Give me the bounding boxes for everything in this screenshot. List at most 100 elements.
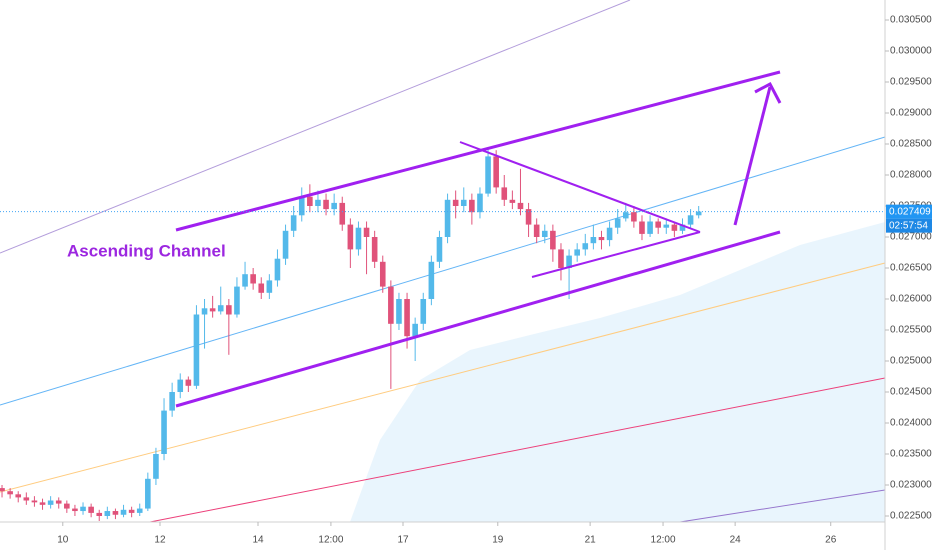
candle-body <box>290 215 297 231</box>
candle-body <box>274 258 281 281</box>
candle-body <box>23 497 30 501</box>
candle-body <box>185 379 192 386</box>
candle-body <box>88 506 94 513</box>
y-tick-label: 0.026500 <box>890 263 932 274</box>
candle-body <box>15 494 22 498</box>
candle-body <box>72 508 78 512</box>
candle-body <box>477 193 483 213</box>
candle-body <box>128 509 135 513</box>
candle-body <box>695 211 702 216</box>
trend-line <box>0 136 886 406</box>
triangle-upper <box>459 141 701 233</box>
candle-body <box>663 224 670 228</box>
candle-body <box>436 237 443 262</box>
candle-body <box>533 224 540 237</box>
candle-body <box>104 511 111 516</box>
candle-body <box>371 237 378 262</box>
candle-body <box>598 237 605 241</box>
candle-body <box>266 280 273 293</box>
y-tick-label: 0.028500 <box>890 139 932 150</box>
y-tick-label: 0.028000 <box>890 170 932 181</box>
candle-body <box>209 308 216 312</box>
candle-body <box>193 314 200 386</box>
countdown-label: 02:57:54 <box>889 220 928 231</box>
x-tick-label: 17 <box>397 535 409 546</box>
candle-body <box>161 410 167 454</box>
candle-body <box>566 255 572 268</box>
y-tick-label: 0.025500 <box>890 325 932 336</box>
candle-body <box>631 212 637 222</box>
candle-body <box>96 512 103 516</box>
candle-body <box>452 199 459 206</box>
trend-line <box>679 489 886 523</box>
candle-body <box>428 261 435 299</box>
arrow <box>733 86 772 226</box>
channel-lower <box>175 230 781 408</box>
candle-body <box>404 299 410 337</box>
x-tick-label: 19 <box>492 535 504 546</box>
candle-body <box>64 503 70 509</box>
candle-body <box>201 308 208 315</box>
trend-line <box>149 377 886 523</box>
candle-body <box>655 221 661 228</box>
candle-body <box>31 500 38 503</box>
annotation: Ascending Channel <box>67 241 226 260</box>
candle-body <box>363 227 370 237</box>
candle-body <box>460 199 467 206</box>
last-price-label: 0.027409 <box>889 206 931 217</box>
x-tick-label: 21 <box>585 535 597 546</box>
candle-body <box>590 237 597 244</box>
candle-body <box>355 227 362 250</box>
candle-body <box>606 227 613 241</box>
candle-body <box>541 230 548 237</box>
x-tick-label: 14 <box>252 535 264 546</box>
x-tick-label: 12 <box>154 535 166 546</box>
candle-body <box>0 488 5 492</box>
candle-body <box>420 299 427 324</box>
y-tick-label: 0.025000 <box>890 356 932 367</box>
candle-body <box>258 283 265 293</box>
candle-body <box>347 224 354 250</box>
candle-body <box>153 454 159 479</box>
candle-body <box>39 502 46 505</box>
last-price-box <box>886 204 932 219</box>
candle-body <box>444 199 451 237</box>
candle-body <box>622 212 629 219</box>
candle-body <box>282 230 289 259</box>
x-tick-label: 24 <box>730 535 742 546</box>
channel-upper <box>175 70 781 232</box>
candle-body <box>234 286 240 315</box>
candle-body <box>574 249 580 256</box>
candle-body <box>315 199 321 206</box>
trend-line <box>0 0 631 254</box>
candle-body <box>80 506 86 512</box>
candle-body <box>339 202 346 225</box>
candle-body <box>177 379 184 392</box>
candle-body <box>396 299 402 324</box>
candle-body <box>647 221 653 234</box>
candle-body <box>331 202 337 210</box>
candle-body <box>517 202 524 210</box>
candle-body <box>550 230 556 250</box>
trend-line <box>0 262 886 493</box>
candle-body <box>485 156 491 194</box>
candle-body <box>55 500 62 504</box>
candle-body <box>671 224 678 231</box>
y-tick-label: 0.023500 <box>890 449 932 460</box>
candle-body <box>307 196 313 206</box>
candle-body <box>679 224 686 231</box>
candle-body <box>145 478 151 509</box>
candle-body <box>217 305 224 312</box>
candle-body <box>298 196 305 216</box>
candle-body <box>112 511 119 515</box>
candle-body <box>525 209 532 225</box>
y-tick-label: 0.024500 <box>890 387 932 398</box>
y-tick-label: 0.024000 <box>890 418 932 429</box>
triangle-lower <box>531 231 701 278</box>
x-tick-label: 12:00 <box>651 535 676 546</box>
y-tick-label: 0.022500 <box>890 511 932 522</box>
y-tick-label: 0.027000 <box>890 232 932 243</box>
y-tick-label: 0.026000 <box>890 294 932 305</box>
candle-body <box>323 199 329 210</box>
